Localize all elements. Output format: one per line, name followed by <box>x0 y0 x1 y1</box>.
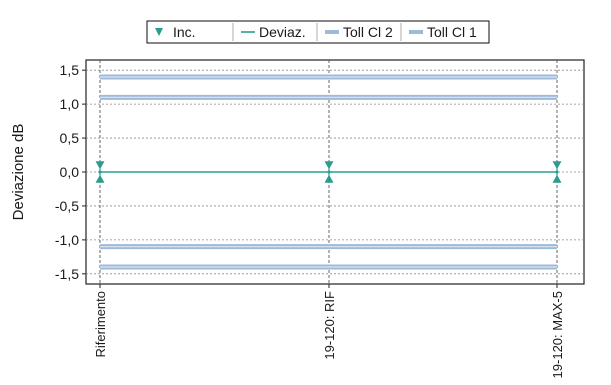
deviation-point <box>98 170 102 174</box>
legend-label: Deviaz. <box>259 24 306 40</box>
legend-label: Toll Cl 2 <box>343 24 393 40</box>
x-tick-label: 19-120: RIF <box>322 291 337 360</box>
y-tick-label: -1,5 <box>55 266 79 282</box>
deviation-point <box>555 170 559 174</box>
y-axis-label: Deviazione dB <box>10 124 27 221</box>
deviation-point <box>327 170 331 174</box>
y-tick-label: 0,0 <box>60 164 80 180</box>
legend-box <box>146 20 490 44</box>
y-tick-label: 1,0 <box>60 96 80 112</box>
legend-marker-icon <box>155 28 163 36</box>
legend: Inc. Deviaz. Toll Cl 2 Toll Cl 1 <box>146 20 490 44</box>
legend-label: Toll Cl 1 <box>427 24 477 40</box>
y-tick-label: -1,0 <box>55 232 79 248</box>
y-tick-label: -0,5 <box>55 198 79 214</box>
y-tick-label: 1,5 <box>60 62 80 78</box>
x-tick-label: 19-120: MAX-5 <box>550 291 565 378</box>
legend-label: Inc. <box>173 24 196 40</box>
y-tick-label: 0,5 <box>60 130 80 146</box>
x-tick-label: Riferimento <box>93 291 108 357</box>
